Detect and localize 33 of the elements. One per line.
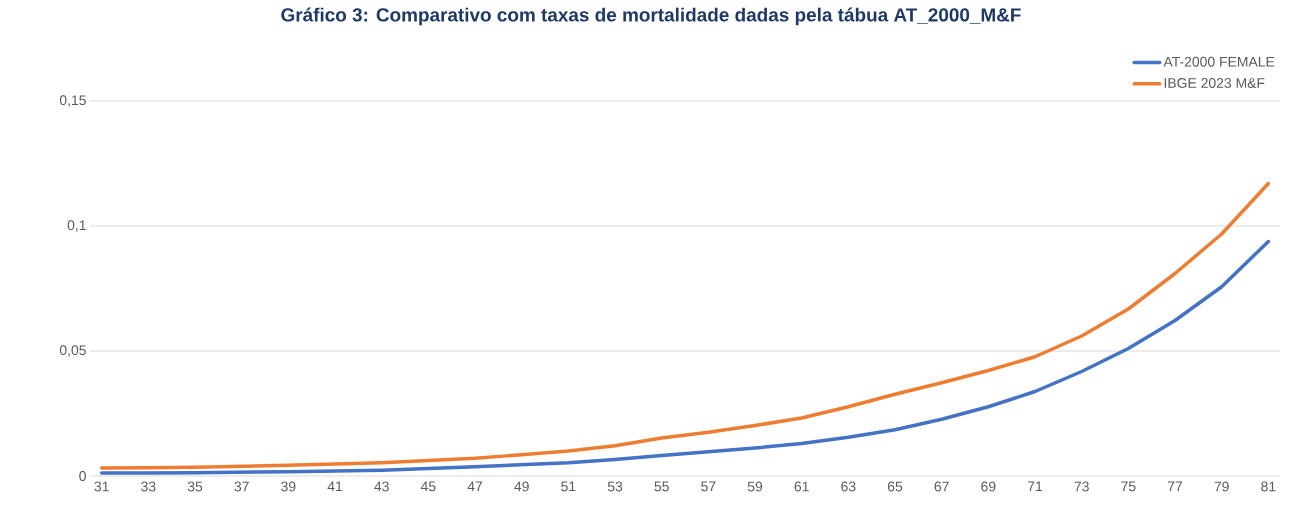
y-tick-label: 0,05 [59, 345, 86, 357]
x-tick-label: 71 [1027, 481, 1043, 492]
x-tick-label: 69 [981, 481, 996, 492]
x-tick-label: 47 [467, 481, 483, 492]
x-tick-label: 59 [747, 481, 763, 492]
x-tick-label: 35 [187, 481, 203, 492]
x-tick-label: 43 [374, 481, 389, 492]
x-tick-label: 65 [887, 481, 903, 492]
x-tick-label: 49 [514, 481, 529, 492]
x-tick-label: 73 [1074, 481, 1089, 492]
x-tick-label: 55 [654, 481, 669, 492]
x-tick-label: 77 [1167, 481, 1183, 492]
x-tick-label: 53 [607, 481, 623, 492]
x-tick-label: 57 [701, 481, 716, 492]
x-tick-label: 79 [1214, 481, 1229, 492]
x-tick-label: 37 [234, 481, 249, 492]
y-tick-label: 0 [79, 471, 86, 481]
y-tick-label: 0,1 [67, 220, 86, 232]
chart-title: Gráfico 3: Comparativo com taxas de mortalidade dadas pela tábua AT_2000_M&F [281, 7, 1021, 26]
x-tick-label: 31 [94, 481, 109, 492]
legend-label: IBGE 2023 M&F [1164, 78, 1265, 88]
x-tick-label: 51 [561, 481, 576, 492]
x-tick-label: 39 [281, 481, 296, 492]
x-tick-label: 63 [841, 481, 856, 492]
x-tick-label: 67 [934, 481, 949, 492]
legend-label: AT-2000 FEMALE [1163, 56, 1275, 67]
x-tick-label: 45 [420, 481, 436, 492]
y-tick-label: 0,15 [59, 95, 86, 107]
x-tick-label: 81 [1261, 481, 1276, 492]
x-tick-label: 33 [141, 481, 156, 492]
x-tick-label: 61 [794, 481, 809, 492]
x-tick-label: 41 [327, 481, 343, 492]
x-tick-label: 75 [1121, 481, 1136, 492]
